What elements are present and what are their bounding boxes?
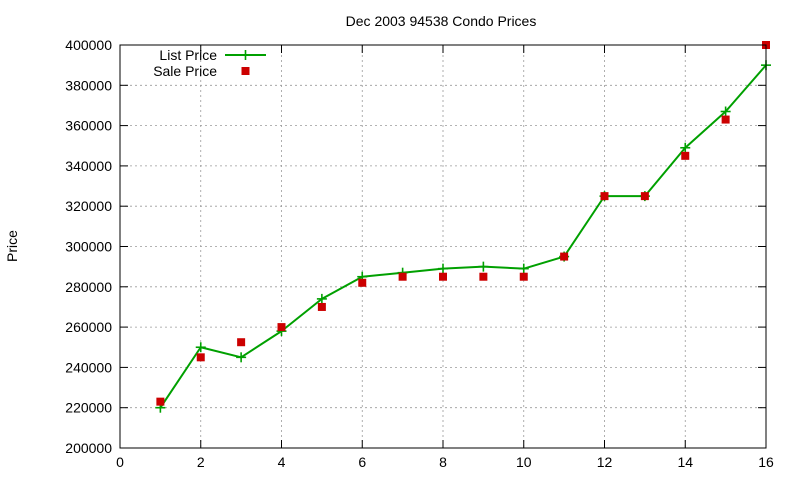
data-point [195,342,206,353]
y-tick-label: 400000 [65,37,112,53]
x-tick-label: 12 [597,454,613,470]
y-tick-label: 240000 [65,359,112,375]
x-tick-label: 6 [358,454,366,470]
legend-label: Sale Price [153,63,217,79]
legend-marker [240,50,251,60]
data-point [196,353,205,362]
y-tick-label: 200000 [65,440,112,456]
data-point [518,263,529,274]
y-tick-label: 320000 [65,198,112,214]
data-point [438,263,448,274]
data-point [478,261,489,272]
y-tick-label: 220000 [65,400,112,416]
data-point [156,397,165,406]
series-2 [156,41,770,406]
x-tick-label: 2 [197,454,205,470]
data-point [680,142,691,153]
x-tick-label: 0 [116,454,124,470]
legend-marker [241,67,250,75]
data-point [720,106,731,117]
axis-ticks: 0 2 4 6 8 10 12 14 16 200000 220000 240000 260000 280… [65,37,774,470]
data-point [681,151,690,160]
data-point [439,272,447,281]
data-point [317,302,326,311]
legend-label: List Price [159,47,217,63]
gridlines [120,45,766,448]
y-tick-label: 340000 [65,158,112,174]
x-tick-label: 14 [677,454,693,470]
data-point [721,115,730,124]
x-tick-label: 4 [278,454,286,470]
data-point [358,278,367,287]
y-tick-label: 280000 [65,279,112,295]
plot-series [155,41,771,413]
data-point [600,192,609,201]
y-tick-label: 260000 [65,319,112,335]
data-point [519,272,528,281]
data-point [277,323,286,332]
x-tick-label: 16 [758,454,774,470]
series-1 [155,60,771,413]
data-point [316,293,327,304]
y-tick-label: 380000 [65,77,112,93]
x-tick-label: 8 [439,454,447,470]
chart-title: Dec 2003 94538 Condo Prices [346,13,537,29]
data-point [237,338,246,347]
x-tick-label: 10 [516,454,532,470]
data-point [560,252,569,261]
y-tick-label: 300000 [65,239,112,255]
data-point [236,352,247,363]
y-tick-label: 360000 [65,118,112,134]
data-point [640,192,649,201]
data-point [398,272,407,281]
data-point [479,272,488,281]
y-axis-label: Price [4,230,20,262]
series-line [159,64,767,409]
